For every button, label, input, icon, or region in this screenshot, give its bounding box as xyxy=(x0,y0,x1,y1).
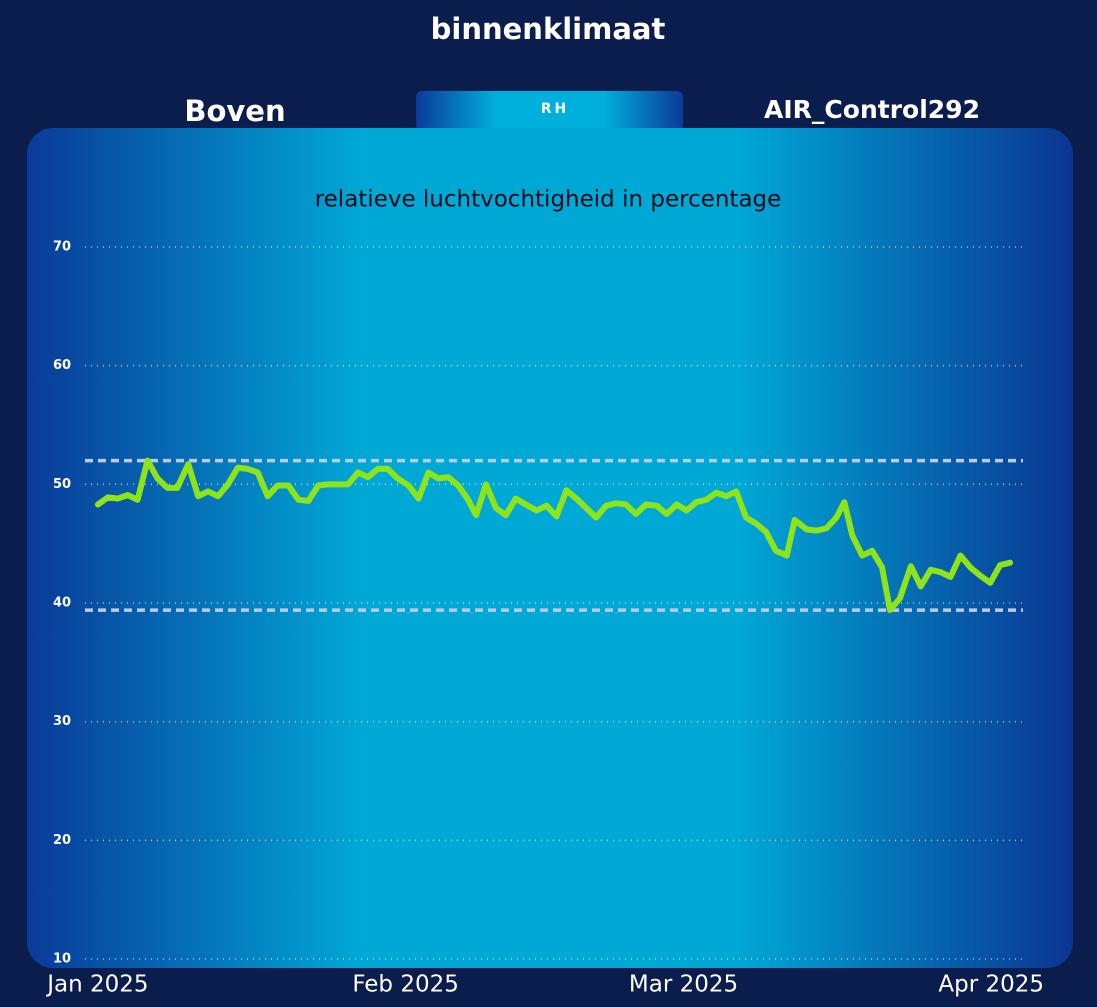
page-title: binnenklimaat xyxy=(431,12,666,46)
y-tick-label: 60 xyxy=(53,358,71,373)
data-line xyxy=(94,457,1014,614)
x-tick-label: Jan 2025 xyxy=(45,972,148,998)
y-tick-label: 70 xyxy=(53,240,71,255)
chart-title: relatieve luchtvochtigheid in percentage xyxy=(315,187,782,213)
y-tick-label: 10 xyxy=(53,952,71,967)
device-label: AIR_Control292 xyxy=(764,95,980,124)
location-label: Boven xyxy=(184,94,285,128)
chart-panel xyxy=(27,128,1073,968)
plot: 10 20 30 40 50 60 70 Jan 2025 Feb 2025 Mar 2025 Ap… xyxy=(45,240,1044,998)
x-tick-label: Feb 2025 xyxy=(352,972,459,998)
y-tick-label: 40 xyxy=(53,596,71,611)
y-tick-label: 50 xyxy=(53,477,71,492)
x-tick-label: Mar 2025 xyxy=(629,972,738,998)
y-tick-label: 20 xyxy=(53,833,71,848)
tab-label[interactable]: RH xyxy=(541,101,570,117)
x-tick-label: Apr 2025 xyxy=(938,972,1044,998)
y-tick-label: 30 xyxy=(53,714,71,729)
tab[interactable] xyxy=(416,91,683,131)
